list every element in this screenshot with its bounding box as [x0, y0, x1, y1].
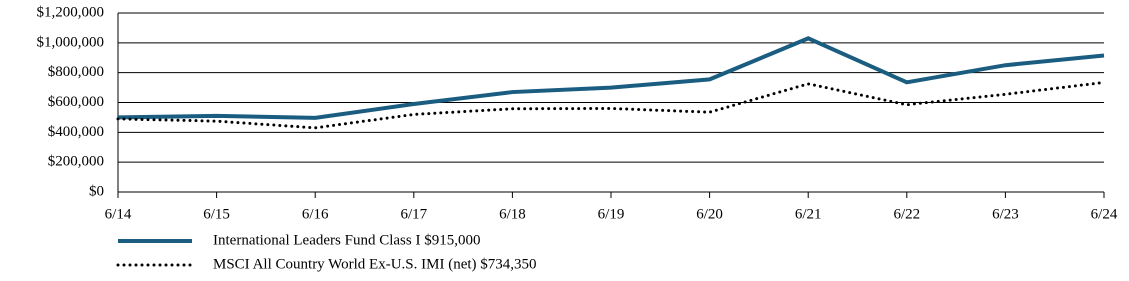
y-tick-label: $1,000,000	[37, 34, 105, 50]
y-tick-label: $0	[89, 183, 104, 199]
y-tick-label: $600,000	[48, 94, 104, 110]
x-tick-label: 6/21	[795, 206, 822, 222]
legend-label: International Leaders Fund Class I $915,…	[213, 232, 480, 248]
x-tick-label: 6/23	[992, 206, 1019, 222]
x-tick-label: 6/17	[400, 206, 427, 222]
x-tick-label: 6/14	[105, 206, 132, 222]
y-tick-label: $1,200,000	[37, 4, 105, 20]
series-line	[116, 80, 1106, 130]
x-tick-label: 6/24	[1091, 206, 1118, 222]
series-line	[117, 36, 1105, 120]
y-tick-label: $400,000	[48, 124, 104, 140]
x-tick-label: 6/20	[696, 206, 723, 222]
legend-label: MSCI All Country World Ex-U.S. IMI (net)…	[213, 256, 537, 272]
x-tick-label: 6/18	[499, 206, 526, 222]
x-tick-label: 6/16	[302, 206, 329, 222]
x-tick-label: 6/15	[203, 206, 230, 222]
y-tick-label: $200,000	[48, 154, 104, 170]
x-tick-label: 6/22	[893, 206, 920, 222]
y-tick-label: $800,000	[48, 64, 104, 80]
x-tick-label: 6/19	[598, 206, 625, 222]
